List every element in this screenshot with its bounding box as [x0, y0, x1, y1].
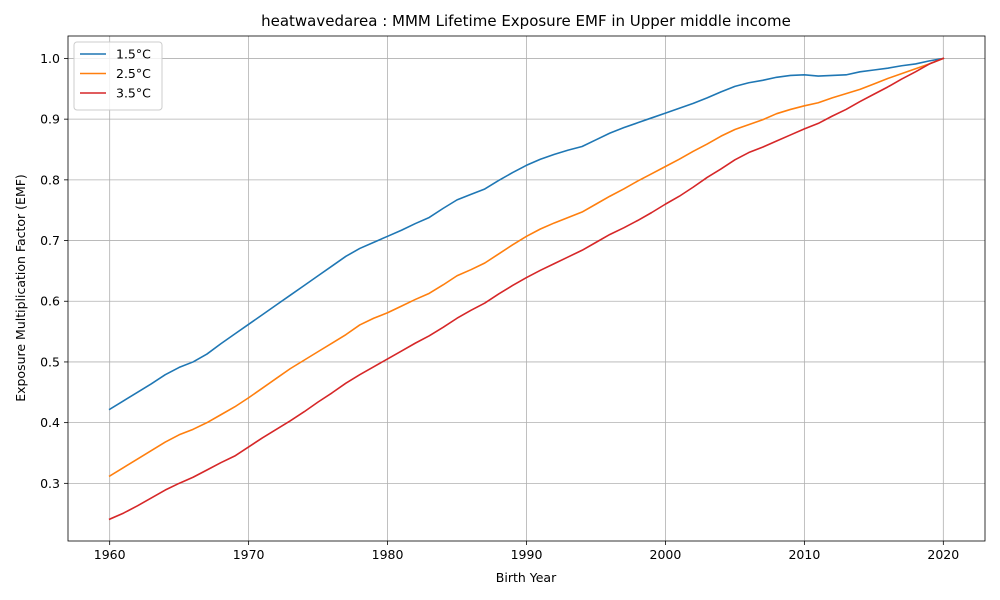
x-tick-label: 1960	[94, 547, 126, 562]
legend-label-3: 3.5°C	[116, 86, 151, 101]
y-axis-ticks: 0.3 0.4 0.5 0.6 0.7 0.8 0.9 1.0	[40, 51, 68, 491]
series-lines	[108, 57, 945, 521]
x-tick-label: 1970	[233, 547, 265, 562]
x-tick-label: 1980	[372, 547, 404, 562]
x-axis-label: Birth Year	[496, 570, 557, 585]
x-tick-label: 2000	[650, 547, 682, 562]
series-line-3	[108, 57, 945, 521]
y-tick-label: 0.9	[40, 112, 60, 127]
x-tick-label: 2010	[788, 547, 820, 562]
x-tick-label: 1990	[511, 547, 543, 562]
y-tick-label: 0.8	[40, 172, 60, 187]
legend-label-2: 2.5°C	[116, 66, 151, 81]
series-line-1	[108, 57, 945, 411]
y-tick-label: 0.4	[40, 415, 60, 430]
x-axis-ticks: 1960 1970 1980 1990 2000 2010 2020	[94, 541, 959, 562]
y-tick-label: 0.7	[40, 233, 60, 248]
y-tick-label: 0.6	[40, 294, 60, 309]
legend-label-1: 1.5°C	[116, 47, 151, 62]
y-tick-label: 0.5	[40, 354, 60, 369]
x-tick-label: 2020	[927, 547, 959, 562]
y-axis-label: Exposure Multiplication Factor (EMF)	[13, 174, 28, 402]
y-tick-label: 1.0	[40, 51, 60, 66]
legend: 1.5°C 2.5°C 3.5°C	[73, 41, 163, 111]
y-tick-label: 0.3	[40, 476, 60, 491]
chart-title: heatwavedarea : MMM Lifetime Exposure EM…	[261, 12, 791, 30]
grid-lines	[68, 36, 985, 541]
series-line-2	[108, 57, 945, 478]
